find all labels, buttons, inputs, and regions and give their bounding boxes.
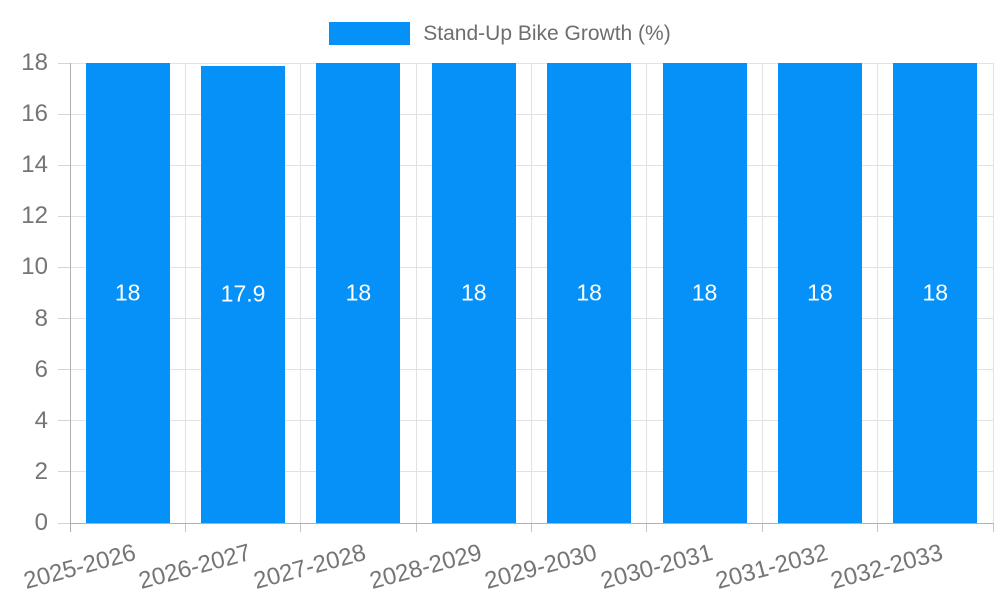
y-axis-tick: [58, 318, 70, 320]
x-axis-tick: [300, 523, 302, 532]
x-axis-tick: [877, 523, 879, 532]
bar-value-label: 18: [922, 279, 949, 306]
bar[interactable]: [431, 63, 516, 523]
y-axis-label: 4: [34, 406, 48, 434]
gridline: [415, 63, 417, 523]
bar[interactable]: [777, 63, 862, 523]
bar-value-label: 17.9: [220, 280, 266, 307]
y-axis-label: 10: [21, 253, 48, 281]
gridline: [300, 63, 302, 523]
bar-value-label: 18: [345, 279, 372, 306]
bar[interactable]: [547, 63, 632, 523]
gridline: [992, 63, 994, 523]
x-axis-tick: [992, 523, 994, 532]
y-axis-tick: [58, 471, 70, 473]
legend-label: Stand-Up Bike Growth (%): [423, 22, 671, 45]
bar[interactable]: [85, 63, 170, 523]
y-axis-label: 14: [21, 151, 48, 179]
y-axis-tick: [58, 215, 70, 217]
x-axis-tick: [415, 523, 417, 532]
bar-value-label: 18: [807, 279, 833, 306]
bar-value-label: 18: [461, 279, 487, 306]
bar[interactable]: [662, 63, 747, 523]
gridline: [646, 63, 648, 523]
x-axis-tick: [531, 523, 532, 532]
y-axis-label: 8: [34, 304, 48, 332]
y-axis-label: 0: [34, 509, 48, 536]
y-axis-label: 16: [21, 100, 48, 128]
y-axis-tick: [58, 113, 70, 115]
bar[interactable]: [201, 65, 286, 523]
gridline: [877, 63, 879, 523]
x-axis-tick: [184, 523, 186, 532]
x-axis-tick: [761, 523, 763, 532]
y-axis-label: 6: [34, 355, 48, 383]
bar[interactable]: [893, 63, 978, 523]
bar-value-label: 18: [576, 279, 602, 306]
legend: Stand-Up Bike Growth (%): [0, 21, 1000, 46]
y-axis-label: 18: [21, 49, 48, 76]
y-axis-tick: [58, 369, 70, 371]
y-axis-tick: [58, 164, 70, 166]
y-axis-label: 12: [21, 202, 48, 230]
y-axis-line: [70, 63, 71, 532]
legend-swatch: [329, 22, 411, 45]
bar-value-label: 18: [114, 279, 141, 306]
y-axis-tick: [58, 266, 70, 268]
y-axis-tick: [58, 62, 70, 64]
y-axis-tick: [58, 420, 70, 422]
bar-value-label: 18: [691, 279, 718, 306]
gridline: [531, 63, 532, 523]
gridline: [761, 63, 763, 523]
y-axis-tick: [58, 522, 70, 524]
x-axis-tick: [646, 523, 648, 532]
bar[interactable]: [316, 63, 401, 523]
x-axis-line: [70, 523, 993, 524]
gridline: [184, 63, 186, 523]
y-axis-label: 2: [34, 457, 48, 485]
